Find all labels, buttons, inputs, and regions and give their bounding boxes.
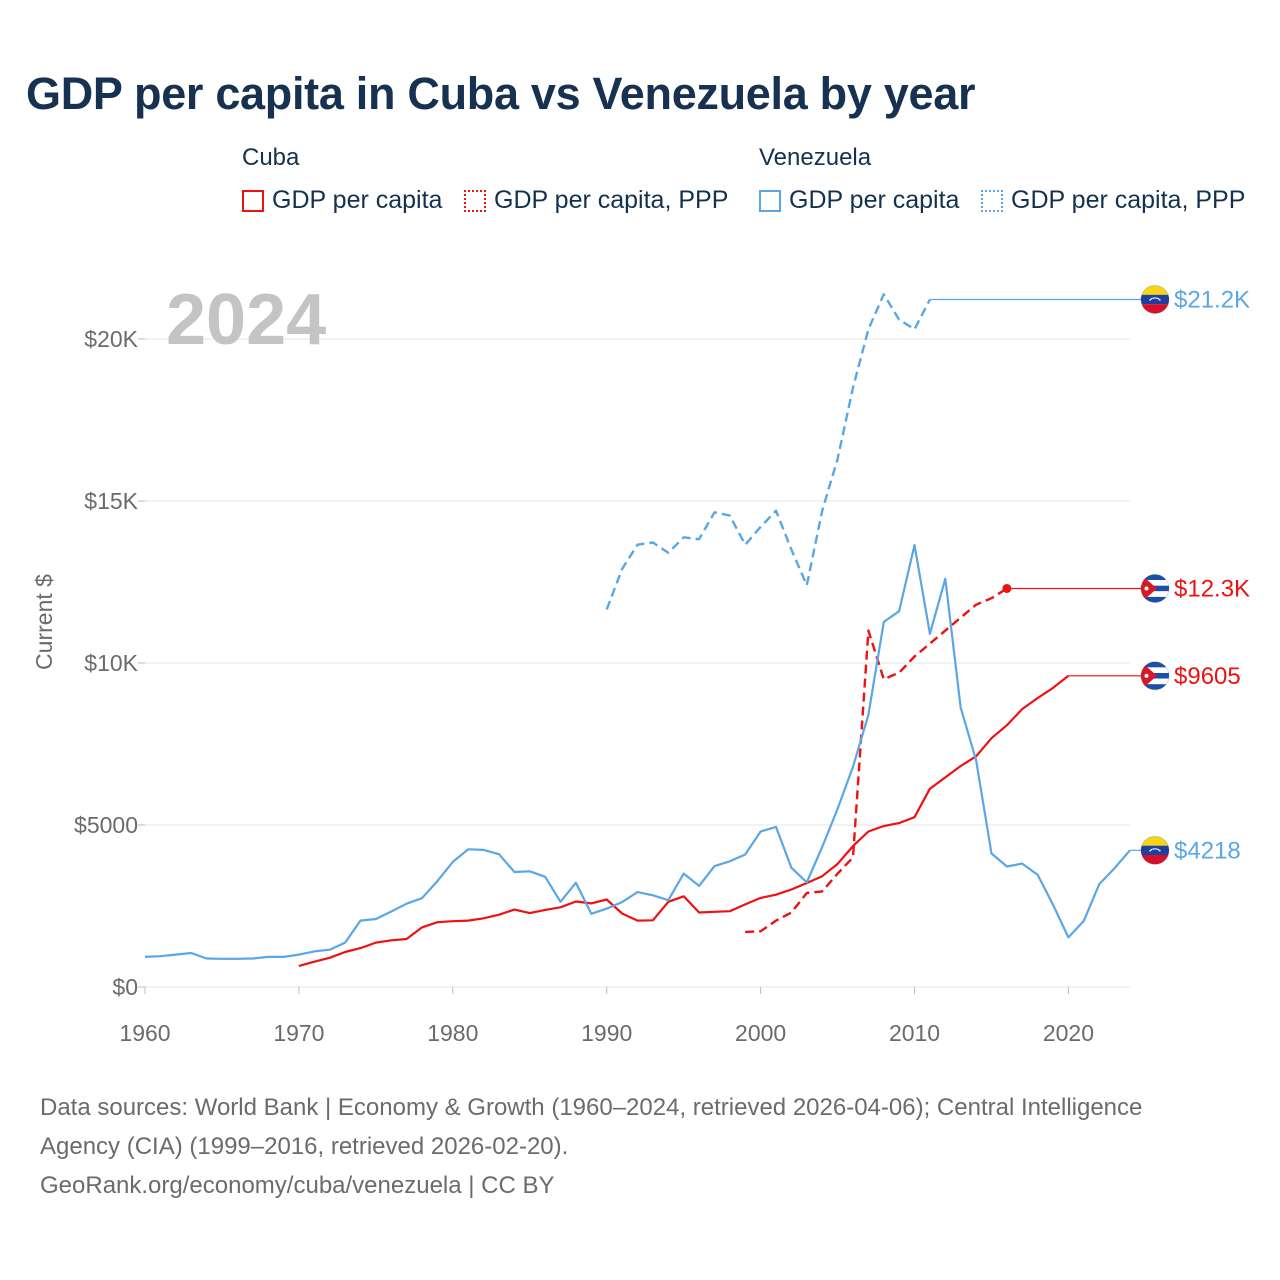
legend-venezuela-gdp[interactable]: GDP per capita	[759, 186, 959, 215]
venezuela-flag-icon	[1140, 835, 1170, 865]
x-tick-label: 1980	[427, 1020, 478, 1046]
footer: Data sources: World Bank | Economy & Gro…	[40, 1088, 1250, 1205]
footer-attribution[interactable]: GeoRank.org/economy/cuba/venezuela | CC …	[40, 1172, 555, 1199]
legend-cuba-ppp[interactable]: GDP per capita, PPP	[464, 186, 728, 215]
legend-cuba-gdp-label: GDP per capita	[272, 186, 443, 214]
x-tick-label: 2020	[1043, 1020, 1094, 1046]
venezuela-flag-icon	[1140, 284, 1170, 314]
legend-cuba-ppp-swatch	[464, 189, 486, 212]
cuba-flag-icon	[1140, 661, 1170, 691]
legend-venezuela-ppp-label: GDP per capita, PPP	[1011, 186, 1246, 214]
end-value-label: $4218	[1174, 837, 1241, 864]
footer-sources-line-2: Agency (CIA) (1999–2016, retrieved 2026-…	[40, 1133, 569, 1160]
end-labels: $21.2K $12.3K $9605 $4218	[1140, 284, 1250, 865]
series-lines	[144, 293, 1142, 967]
x-tick-label: 2000	[735, 1020, 786, 1046]
end-value-label: $9605	[1174, 663, 1241, 690]
legend-cuba-gdp[interactable]: GDP per capita	[242, 186, 442, 215]
x-tick-label: 1970	[273, 1020, 324, 1046]
x-tick-label: 2010	[889, 1020, 940, 1046]
cuba-flag-icon	[1140, 573, 1170, 603]
y-tick-label: $20K	[84, 326, 138, 352]
footer-sources-line-1: Data sources: World Bank | Economy & Gro…	[40, 1094, 1143, 1121]
y-tick-label: $15K	[84, 488, 138, 514]
grid-lines	[145, 338, 1130, 988]
series-line-venezuela-gdp[interactable]	[144, 543, 1131, 960]
y-tick-label: $5000	[74, 812, 138, 838]
line-chart: 2024 $0 $5000 $10K $15K $20K 1960 1970 1980 1990…	[31, 280, 1250, 1046]
legend-venezuela-ppp[interactable]: GDP per capita, PPP	[981, 186, 1245, 215]
legend-cuba-ppp-label: GDP per capita, PPP	[494, 186, 729, 214]
y-tick-label: $0	[112, 974, 138, 1000]
y-tick-label: $10K	[84, 650, 138, 676]
current-year-watermark: 2024	[166, 280, 326, 360]
end-point-marker[interactable]	[1002, 583, 1012, 593]
end-value-label: $21.2K	[1174, 286, 1250, 313]
x-tick-label: 1960	[119, 1020, 170, 1046]
series-line-cuba-ppp[interactable]	[745, 587, 1008, 934]
legend-cuba-gdp-swatch	[242, 189, 264, 212]
legend-venezuela-gdp-swatch	[759, 189, 781, 212]
legend-venezuela-ppp-swatch	[981, 189, 1003, 212]
legend-venezuela-gdp-label: GDP per capita	[789, 186, 960, 214]
legend-venezuela-title: Venezuela	[759, 144, 872, 171]
series-line-venezuela-ppp[interactable]	[605, 293, 931, 610]
chart-title: GDP per capita in Cuba vs Venezuela by y…	[26, 68, 976, 119]
x-tick-label: 1990	[581, 1020, 632, 1046]
series-line-cuba-gdp[interactable]	[298, 674, 1070, 967]
end-value-label: $12.3K	[1174, 575, 1250, 602]
legend-cuba-title: Cuba	[242, 144, 300, 171]
axes: $0 $5000 $10K $15K $20K 1960 1970 1980 1990 2000 2…	[74, 326, 1094, 1046]
y-axis-label: Current $	[31, 574, 57, 670]
